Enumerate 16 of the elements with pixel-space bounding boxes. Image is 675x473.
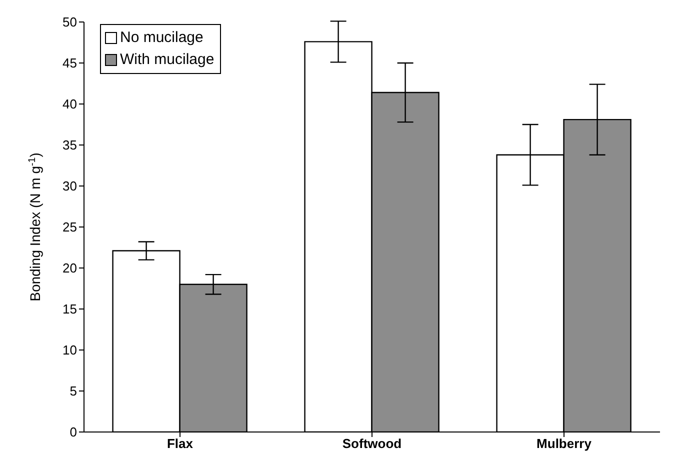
y-tick-label: 50 (62, 14, 77, 30)
legend-label: No mucilage (120, 28, 204, 48)
y-tick-label: 10 (62, 342, 77, 358)
y-tick-label: 45 (62, 56, 77, 71)
y-tick-label: 30 (62, 178, 77, 194)
legend-label: With mucilage (120, 50, 214, 70)
y-tick-label: 25 (62, 220, 77, 235)
y-tick-label: 15 (62, 302, 77, 317)
y-tick-label: 40 (62, 96, 77, 112)
y-tick-label: 35 (62, 138, 77, 153)
x-tick-label: Mulberry (536, 436, 592, 452)
x-tick-label: Softwood (342, 436, 402, 452)
y-tick-label: 0 (70, 424, 77, 440)
x-tick-label: Flax (166, 436, 194, 452)
y-tick-label: 5 (70, 384, 77, 399)
y-tick-label: 20 (62, 260, 77, 276)
